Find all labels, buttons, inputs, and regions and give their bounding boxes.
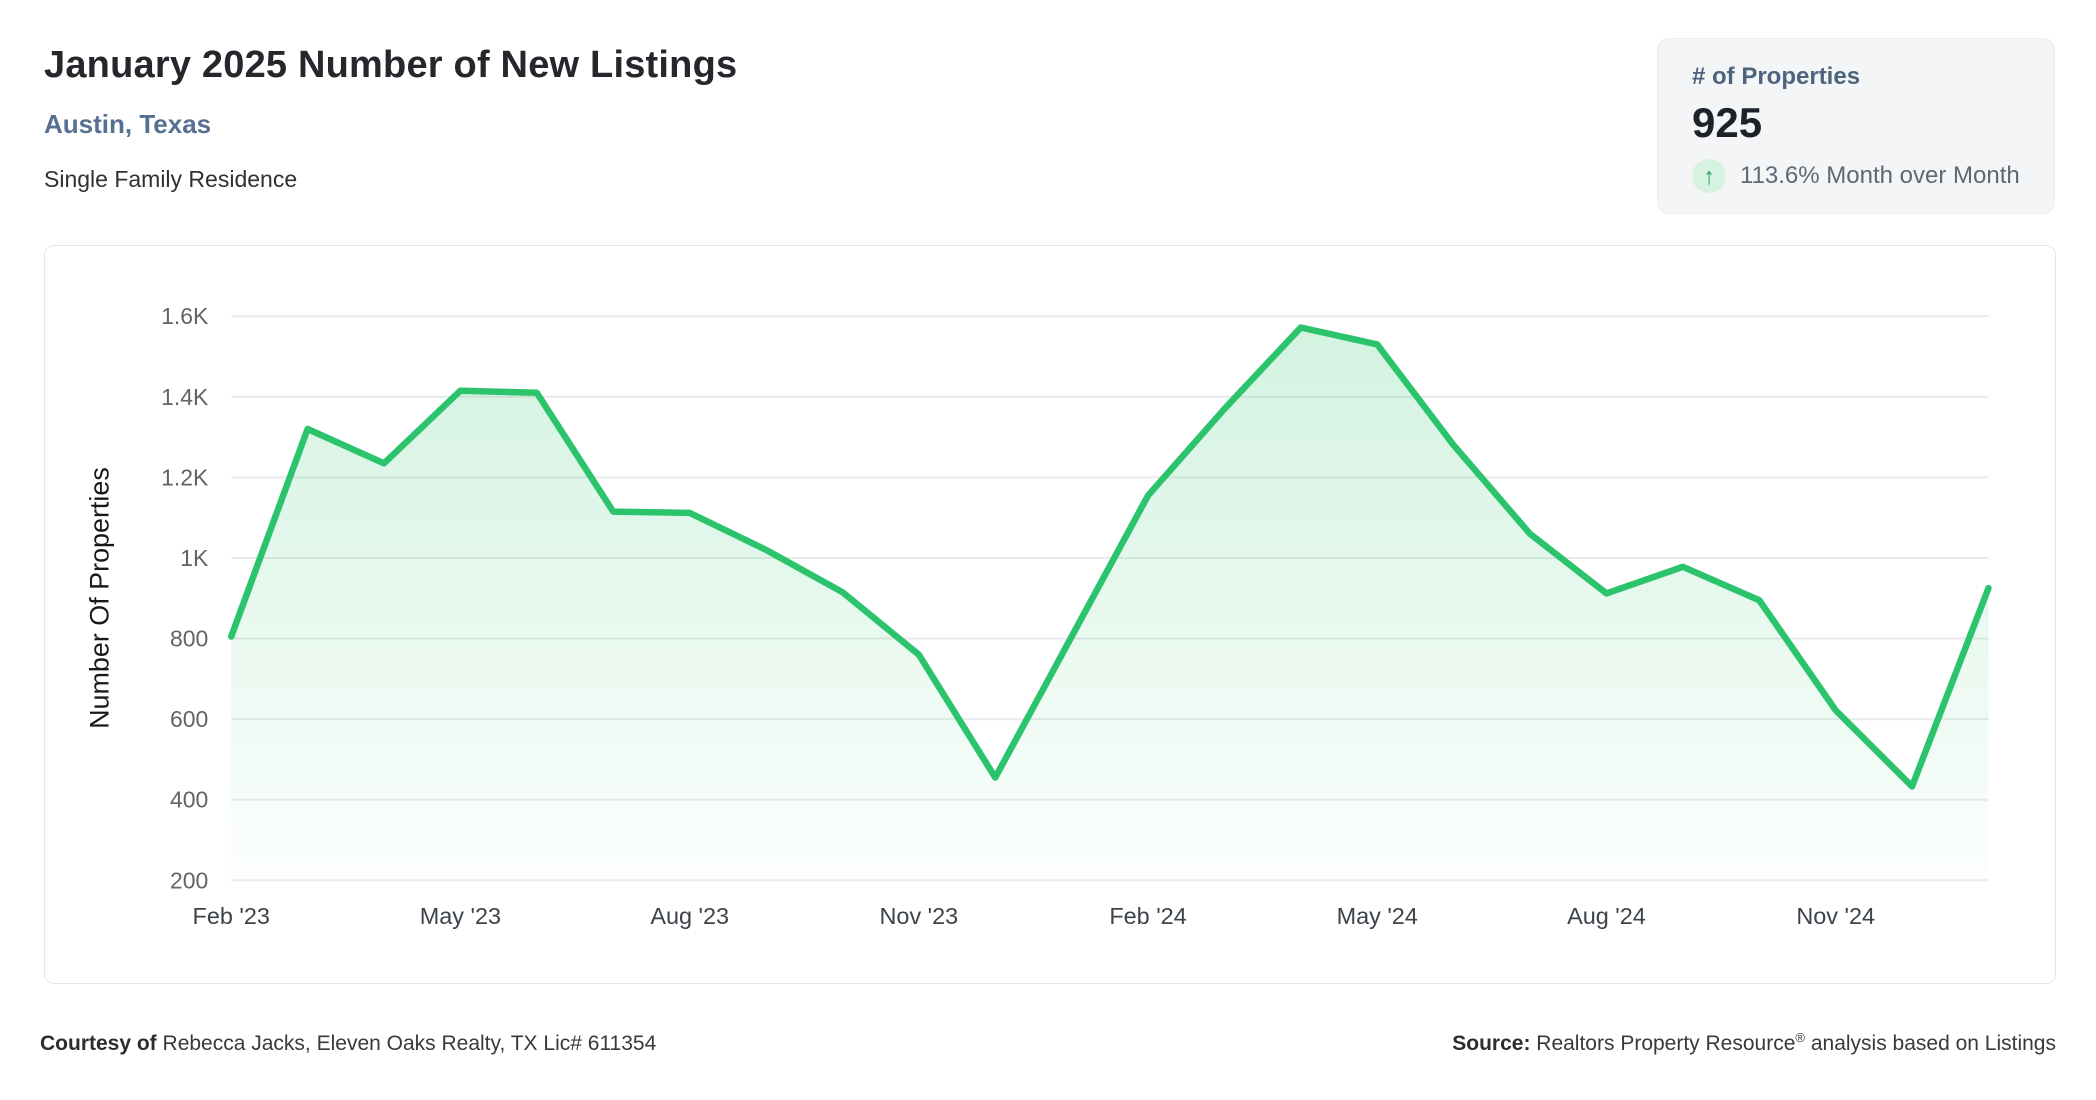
chart-panel: 200 400 600 800 1K 1.2K 1.4K 1.6K Feb '23 May '23… <box>44 245 2056 984</box>
svg-text:Nov '24: Nov '24 <box>1796 903 1875 929</box>
svg-text:200: 200 <box>170 867 208 893</box>
svg-text:1.2K: 1.2K <box>161 464 209 490</box>
y-axis-tick-labels: 200 400 600 800 1K 1.2K 1.4K 1.6K <box>161 303 209 893</box>
stat-value: 925 <box>1692 99 1763 146</box>
source-text: Source: Realtors Property Resource® anal… <box>1452 1030 2056 1055</box>
area-fill <box>231 327 1989 881</box>
svg-text:1.4K: 1.4K <box>161 384 209 410</box>
x-axis-tick-labels: Feb '23 May '23 Aug '23 Nov '23 Feb '24 May '… <box>193 903 1875 929</box>
svg-text:400: 400 <box>170 787 208 813</box>
courtesy-label: Courtesy of <box>40 1032 157 1055</box>
svg-text:May '24: May '24 <box>1337 903 1418 929</box>
up-arrow-icon: ↑ <box>1692 159 1726 193</box>
location-subtitle: Austin, Texas <box>44 109 212 139</box>
trend-line <box>227 324 1992 790</box>
y-axis-title: Number Of Properties <box>85 467 115 729</box>
listings-area-chart: 200 400 600 800 1K 1.2K 1.4K 1.6K Feb '23 May '23… <box>85 303 1992 929</box>
svg-text:Aug '24: Aug '24 <box>1567 903 1646 929</box>
property-type-label: Single Family Residence <box>44 166 298 192</box>
svg-text:Aug '23: Aug '23 <box>650 903 729 929</box>
month-over-month-text: 113.6% Month over Month <box>1740 162 2020 189</box>
svg-text:1K: 1K <box>180 545 209 571</box>
report-footer: Courtesy of Rebecca Jacks, Eleven Oaks R… <box>40 1030 2056 1056</box>
properties-stat-card: # of Properties 925 ↑ 113.6% Month over … <box>1657 38 2055 214</box>
source-label: Source: <box>1452 1032 1531 1055</box>
svg-text:Nov '23: Nov '23 <box>880 903 959 929</box>
svg-text:May '23: May '23 <box>420 903 501 929</box>
svg-text:1.6K: 1.6K <box>161 303 209 329</box>
month-over-month-row: ↑ 113.6% Month over Month <box>1692 159 2020 193</box>
registered-mark: ® <box>1795 1030 1805 1045</box>
svg-text:Feb '23: Feb '23 <box>193 903 270 929</box>
svg-text:Feb '24: Feb '24 <box>1109 903 1186 929</box>
report-header: January 2025 Number of New Listings Aust… <box>44 44 737 193</box>
page-title: January 2025 Number of New Listings <box>44 44 738 86</box>
courtesy-text: Courtesy of Rebecca Jacks, Eleven Oaks R… <box>40 1032 657 1055</box>
svg-text:800: 800 <box>170 626 208 652</box>
stat-label: # of Properties <box>1692 63 1861 90</box>
svg-text:600: 600 <box>170 706 208 732</box>
